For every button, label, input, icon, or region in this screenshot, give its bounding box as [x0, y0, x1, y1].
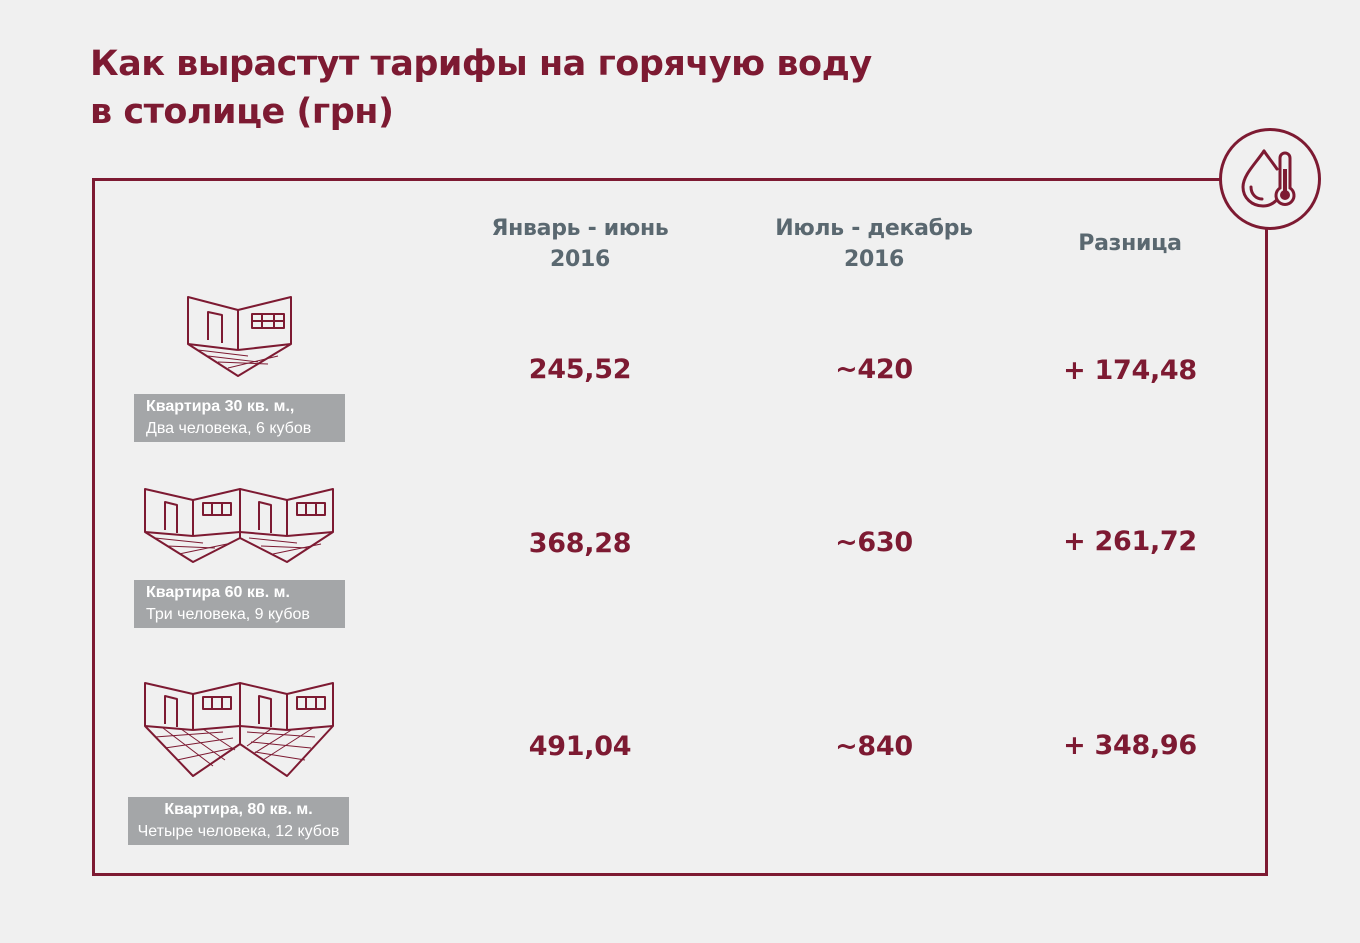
column-header-line: Июль - декабрь: [775, 216, 973, 241]
table-frame: [92, 178, 1268, 876]
apartment-label: Квартира 30 кв. м., Два человека, 6 кубо…: [134, 394, 345, 442]
apartment-label-title: Квартира 30 кв. м.,: [146, 398, 295, 415]
apartment-label-title: Квартира, 80 кв. м.: [164, 801, 313, 818]
value-difference: + 261,72: [1063, 526, 1197, 557]
column-header-line: 2016: [843, 247, 905, 272]
value-jan-jun: 491,04: [528, 731, 632, 762]
value-difference: + 174,48: [1063, 355, 1197, 386]
page-title: Как вырастут тарифы на горячую воду в ст…: [90, 40, 872, 136]
column-header-line: 2016: [549, 247, 611, 272]
value-jul-dec: ~420: [835, 354, 913, 385]
apartment-label-details: Четыре человека, 12 кубов: [137, 823, 340, 840]
column-header-jan-jun: Январь - июнь 2016: [450, 213, 710, 275]
one-room-apartment-icon: [187, 296, 292, 377]
value-jan-jun: 245,52: [528, 354, 632, 385]
value-jan-jun: 368,28: [528, 528, 632, 559]
water-drop-thermometer-icon: [1219, 128, 1321, 230]
apartment-label-title: Квартира 60 кв. м.: [146, 584, 290, 601]
two-room-apartment-tiled-icon: [144, 682, 334, 777]
column-header-line: Январь - июнь: [491, 216, 669, 241]
page-title-line-2: в столице (грн): [90, 92, 394, 132]
apartment-label: Квартира 60 кв. м. Три человека, 9 кубов: [134, 580, 345, 628]
two-room-apartment-icon: [144, 488, 334, 563]
page-title-line-1: Как вырастут тарифы на горячую воду: [90, 44, 872, 84]
value-difference: + 348,96: [1063, 730, 1197, 761]
apartment-label-details: Три человека, 9 кубов: [146, 606, 310, 623]
column-header-line: Разница: [1078, 231, 1182, 256]
column-header-jul-dec: Июль - декабрь 2016: [744, 213, 1004, 275]
value-jul-dec: ~840: [835, 731, 913, 762]
apartment-label: Квартира, 80 кв. м. Четыре человека, 12 …: [128, 797, 349, 845]
apartment-label-details: Два человека, 6 кубов: [146, 420, 312, 437]
column-header-difference: Разница: [1000, 228, 1260, 259]
value-jul-dec: ~630: [835, 527, 913, 558]
